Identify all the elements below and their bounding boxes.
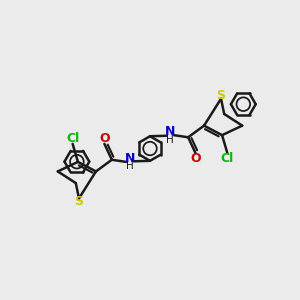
Text: Cl: Cl: [221, 152, 234, 165]
Text: N: N: [125, 152, 135, 165]
Text: H: H: [126, 161, 134, 171]
Text: N: N: [165, 125, 175, 138]
Text: S: S: [217, 89, 226, 102]
Text: O: O: [99, 132, 110, 146]
Text: H: H: [166, 135, 174, 145]
Text: O: O: [190, 152, 201, 165]
Text: Cl: Cl: [66, 132, 79, 145]
Text: S: S: [74, 195, 83, 208]
